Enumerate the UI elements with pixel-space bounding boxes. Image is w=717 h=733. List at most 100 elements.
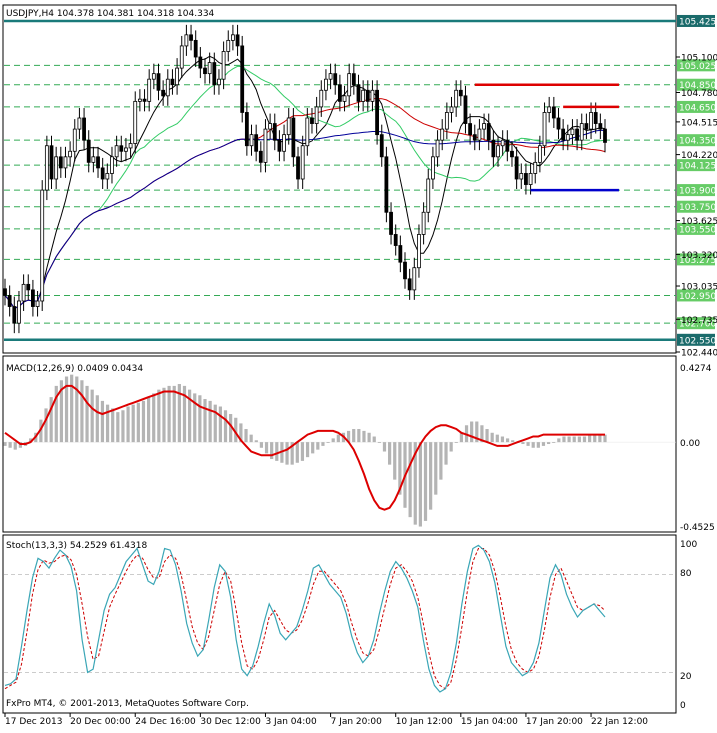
price-level-label: 104.650 [679, 103, 716, 113]
candle-body [524, 173, 528, 185]
candle-body [100, 167, 105, 180]
price-level-label-bg [677, 184, 715, 197]
candle-body [49, 145, 54, 180]
macd-histogram-bar [495, 434, 499, 443]
candle-body [542, 112, 547, 147]
macd-histogram-bar [470, 421, 474, 443]
candle-body [189, 34, 193, 41]
macd-histogram-bar [454, 442, 458, 443]
price-panel[interactable] [2, 4, 677, 354]
price-level-label-bg [677, 78, 715, 91]
macd-histogram-bar [582, 436, 587, 443]
macd-histogram-bar [121, 410, 125, 443]
macd-histogram-bar [311, 442, 315, 454]
candle-body [58, 156, 63, 169]
candle-body [375, 89, 379, 136]
candle-body [110, 156, 114, 174]
macd-histogram-bar [352, 429, 356, 443]
price-tick-label: 104.780 [681, 89, 717, 99]
macd-histogram-bar [393, 442, 397, 480]
macd-panel[interactable] [2, 355, 677, 533]
macd-histogram-bar [434, 442, 438, 495]
x-axis-label: 30 Dec 12:00 [200, 717, 261, 727]
candle-body [258, 150, 263, 163]
candle-body [533, 161, 538, 174]
macd-histogram-bar [593, 434, 597, 443]
candle-body [347, 73, 352, 97]
candle-body [463, 95, 468, 124]
candle-body [505, 139, 510, 152]
price-tick-label: 102.735 [681, 316, 717, 326]
price-level-label: 103.275 [679, 256, 716, 266]
macd-histogram-bar [234, 417, 238, 443]
macd-histogram-bar [572, 436, 576, 443]
price-level-label: 104.125 [679, 162, 716, 172]
macd-histogram-bar [167, 385, 171, 443]
candle-body [356, 84, 361, 102]
candle-body [351, 73, 356, 86]
macd-histogram-bar [193, 393, 197, 443]
candle-body [212, 62, 217, 86]
macd-histogram-bar [372, 436, 376, 443]
macd-histogram-bar [95, 395, 99, 443]
candle-body [40, 189, 45, 302]
candle-body [198, 56, 203, 69]
x-axis-label: 17 Dec 2013 [5, 717, 63, 727]
x-axis-label: 22 Jan 12:00 [591, 717, 648, 727]
price-level-label-bg [677, 253, 715, 266]
candle-body [235, 34, 240, 47]
candle-body [147, 78, 152, 102]
macd-histogram-bar [39, 419, 43, 443]
macd-histogram-bar [172, 385, 176, 443]
macd-histogram-bar [557, 438, 561, 443]
candle-body [77, 117, 82, 130]
macd-histogram-bar [100, 400, 105, 443]
candle-body [272, 123, 277, 141]
macd-histogram-bar [136, 402, 140, 443]
macd-histogram-bar [54, 385, 58, 443]
candle-body [165, 78, 170, 97]
macd-histogram-bar [316, 442, 320, 450]
macd-histogram-bar [480, 425, 484, 443]
macd-histogram-bar [244, 429, 248, 443]
macd-histogram-bar [64, 376, 69, 443]
candle-body [305, 117, 310, 147]
price-level-label-bg [677, 134, 715, 147]
macd-histogram-bar [29, 438, 33, 443]
macd-histogram-bar [141, 400, 146, 443]
candle-body [240, 45, 245, 113]
candle-body [72, 128, 77, 152]
stoch-tick-20: 20 [680, 672, 692, 682]
price-level-label-bg [677, 317, 715, 330]
macd-histogram-bar [552, 442, 556, 443]
macd-histogram-bar [305, 442, 310, 458]
candle-body [458, 89, 463, 97]
candle-body [7, 295, 12, 307]
x-axis-label: 7 Jan 20:00 [331, 717, 383, 727]
candle-body [31, 289, 35, 307]
macd-histogram-bar [13, 442, 17, 450]
candle-body [268, 123, 273, 130]
candle-body [207, 62, 212, 75]
macd-histogram-bar [423, 442, 428, 521]
candle-body [593, 112, 598, 124]
price-level-label-bg [677, 200, 715, 213]
candle-body [277, 139, 282, 152]
candle-body [579, 123, 584, 141]
macd-tick-bottom: -0.4525 [680, 523, 715, 533]
price-level-label: 103.550 [679, 225, 716, 235]
macd-histogram-bar [182, 385, 187, 443]
macd-histogram-bar [162, 387, 166, 443]
stochastic-panel[interactable] [2, 534, 677, 714]
candle-body [565, 134, 570, 141]
x-axis-label: 24 Dec 16:00 [135, 717, 196, 727]
candle-body [333, 73, 338, 86]
candle-body [314, 106, 319, 124]
price-level-label: 105.025 [679, 62, 716, 72]
macd-histogram-bar [526, 442, 530, 446]
macd-histogram-bar [439, 442, 443, 480]
candle-body [128, 143, 133, 149]
macd-histogram-bar [603, 434, 607, 443]
macd-histogram-bar [336, 434, 340, 443]
candle-body [528, 173, 533, 185]
